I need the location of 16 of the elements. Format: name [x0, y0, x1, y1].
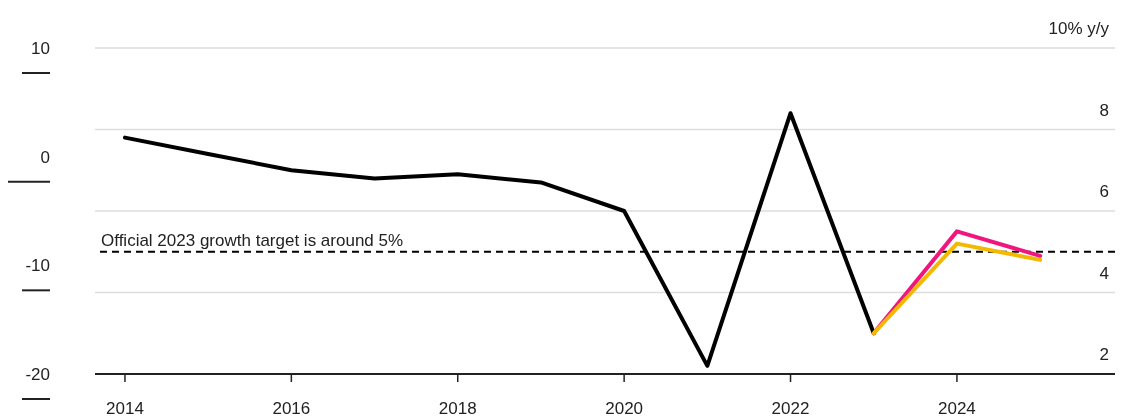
x-tick-label: 2016	[272, 399, 311, 418]
y-tick-label: 10% y/y	[1048, 19, 1110, 38]
x-tick-label: 2018	[438, 399, 477, 418]
x-tick-label: 2022	[771, 399, 810, 418]
y2-tick-label: 10	[31, 38, 50, 58]
ref-line-label: Official 2023 growth target is around 5%	[101, 230, 404, 250]
y-tick-label: 6	[1099, 182, 1109, 201]
y2-tick-label: -10	[25, 256, 50, 276]
y-tick-label: 2	[1099, 345, 1109, 364]
x-tick-label: 2024	[938, 399, 976, 418]
y2-tick-label: 0	[40, 147, 50, 167]
y-tick-label: 8	[1099, 100, 1109, 120]
x-tick-label: 2014	[106, 399, 144, 418]
x-tick-label: 2020	[605, 399, 644, 418]
y-tick-label: 4	[1099, 263, 1109, 283]
y2-tick-label: -20	[25, 364, 50, 384]
